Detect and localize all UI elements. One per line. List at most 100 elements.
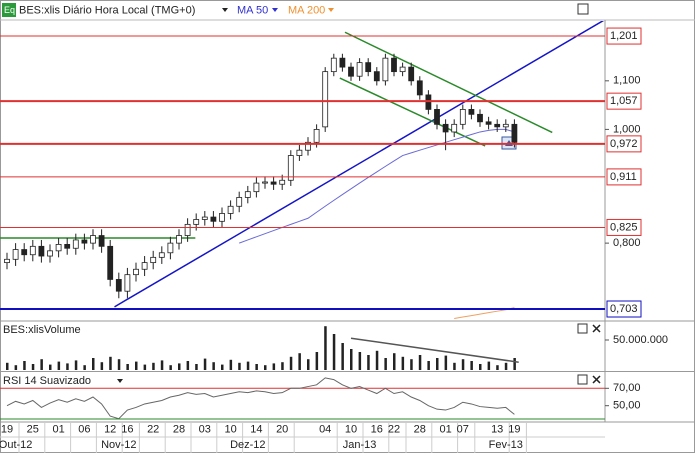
x-tick-label: 22	[388, 423, 400, 435]
candle-body	[115, 279, 122, 292]
volume-bar	[255, 364, 258, 370]
volume-bar	[307, 359, 310, 370]
x-tick-label: 13	[491, 423, 503, 435]
volume-bar	[57, 361, 61, 370]
candle-body	[339, 57, 346, 68]
dropdown-arrow[interactable]	[117, 379, 123, 383]
ma50-label[interactable]: MA 50	[237, 4, 268, 16]
symbol-icon-bg	[2, 3, 16, 17]
ma200-label[interactable]: MA 200	[288, 4, 325, 16]
candle-body	[305, 141, 311, 151]
candle-body	[158, 252, 165, 258]
candle-body	[184, 223, 191, 236]
candle-body	[219, 213, 225, 222]
trend-line	[114, 21, 605, 308]
dropdown-arrow[interactable]	[328, 8, 334, 12]
month-label: Nov-12	[101, 439, 136, 451]
y-tick-label: 1,100	[613, 75, 641, 87]
candle-body	[511, 123, 518, 143]
volume-bar	[401, 356, 405, 370]
maximize-button[interactable]	[577, 374, 588, 385]
candle-body	[12, 249, 19, 260]
volume-bar	[487, 361, 491, 370]
maximize-button[interactable]	[577, 323, 588, 334]
candle-body	[459, 109, 466, 125]
level-label-box	[606, 135, 642, 153]
close-button[interactable]	[592, 375, 601, 384]
y-tick-label: 0,800	[613, 237, 641, 249]
candle-body	[425, 94, 432, 110]
month-label: Fev-13	[489, 439, 523, 451]
volume-bar	[203, 358, 207, 370]
volume-bar	[14, 365, 18, 370]
candle-body	[193, 219, 200, 225]
candle-body	[253, 182, 260, 193]
candle-body	[210, 216, 217, 222]
candle-body	[468, 109, 475, 115]
symbol-title[interactable]: BES:xlis Diário Hora Local (TMG+0)	[19, 4, 195, 16]
volume-bar	[221, 364, 224, 370]
volume-bar	[49, 364, 52, 370]
rsi-line	[6, 377, 515, 420]
volume-bar	[135, 361, 138, 370]
candle-body	[373, 71, 380, 82]
level-label-box	[606, 300, 642, 318]
x-tick-label: 28	[414, 423, 426, 435]
trend-line	[339, 77, 486, 147]
candle-body	[382, 57, 389, 82]
volume-bar	[358, 352, 362, 370]
candle-body	[133, 268, 139, 276]
month-label: Out-12	[0, 439, 32, 451]
candle-body	[502, 123, 509, 128]
level-label-box	[606, 218, 642, 236]
level-label: 0,911	[610, 171, 637, 183]
volume-bar	[83, 365, 86, 370]
maximize-button[interactable]	[577, 3, 589, 15]
dropdown-arrow[interactable]	[272, 8, 278, 12]
candle-body	[399, 66, 406, 73]
volume-bar	[504, 362, 508, 370]
candle-body	[287, 155, 294, 181]
panel-title: BES:xlisVolume	[3, 324, 81, 336]
volume-bar	[375, 350, 379, 370]
panel-title[interactable]: RSI 14 Suavizado	[3, 375, 91, 387]
volume-bar	[238, 362, 241, 370]
moving-average	[239, 128, 515, 244]
plot	[0, 21, 605, 320]
volume-bar	[479, 364, 482, 370]
candle-body	[81, 239, 88, 244]
volume-bar	[143, 364, 147, 370]
volume-bar	[367, 355, 370, 370]
level-label-box	[606, 168, 642, 186]
candle-body	[21, 249, 28, 256]
level-label: 0,972	[610, 138, 638, 150]
candle-body	[141, 262, 148, 270]
volume-bar	[281, 362, 284, 370]
dropdown-arrow[interactable]	[222, 8, 228, 12]
candle-body	[408, 66, 415, 82]
y-tick-label: 50,00	[613, 400, 641, 412]
volume-bar	[6, 362, 9, 370]
candle-body	[270, 181, 277, 185]
candle-body	[348, 66, 354, 77]
volume-bar	[74, 360, 78, 370]
volume-bar	[92, 358, 95, 370]
candle-body	[442, 123, 449, 133]
volume-bar	[418, 355, 422, 370]
volume-bar	[264, 365, 267, 370]
candle-body	[201, 216, 208, 220]
candle-body	[485, 121, 492, 125]
candle-body	[98, 235, 105, 247]
volume-bar	[186, 361, 190, 370]
volume-bar	[40, 359, 43, 370]
candle-body	[47, 250, 53, 257]
candle-body	[38, 245, 45, 257]
candle-body	[107, 245, 114, 280]
close-button[interactable]	[592, 324, 601, 333]
level-label: 1,201	[610, 30, 638, 42]
plot	[0, 377, 605, 420]
level-label: 0,825	[610, 221, 638, 233]
level-label-box	[606, 92, 642, 110]
volume-bar	[160, 360, 164, 370]
